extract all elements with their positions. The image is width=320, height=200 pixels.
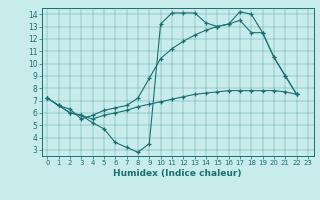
X-axis label: Humidex (Indice chaleur): Humidex (Indice chaleur) [113, 169, 242, 178]
